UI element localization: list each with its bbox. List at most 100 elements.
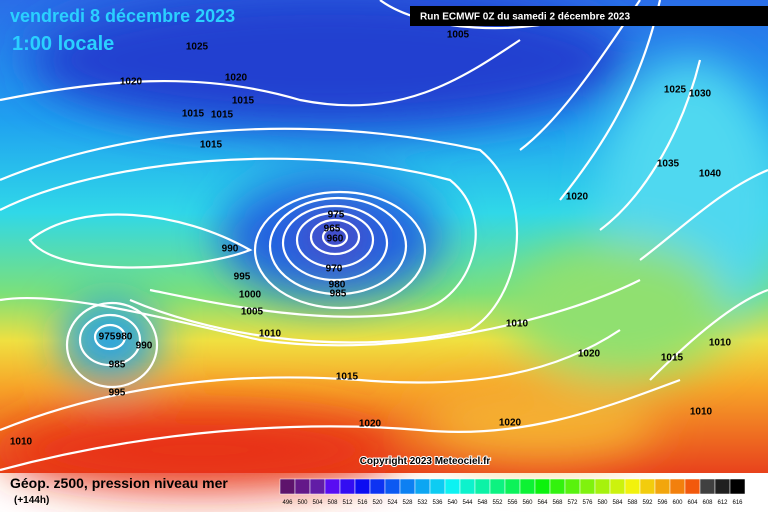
scale-label: 616 bbox=[732, 500, 743, 506]
isobar-label: 1020 bbox=[578, 349, 601, 360]
scale-label: 592 bbox=[642, 500, 653, 506]
isobar-label: 1015 bbox=[336, 372, 359, 383]
scale-cell bbox=[309, 478, 326, 495]
scale-cell bbox=[624, 478, 641, 495]
isobar-label: 1020 bbox=[120, 77, 143, 88]
scale-label: 596 bbox=[657, 500, 668, 506]
isobar-label: 1010 bbox=[709, 338, 732, 349]
isobar-label: 1000 bbox=[239, 290, 262, 301]
scale-label: 548 bbox=[477, 500, 488, 506]
scale-label: 556 bbox=[507, 500, 518, 506]
scale-cell bbox=[339, 478, 356, 495]
scale-cell bbox=[579, 478, 596, 495]
scale-label: 560 bbox=[522, 500, 533, 506]
legend-title: Géop. z500, pression niveau mer bbox=[10, 475, 228, 491]
isobar-label: 1020 bbox=[359, 419, 382, 430]
isobar-label: 1015 bbox=[211, 110, 234, 121]
scale-label: 516 bbox=[357, 500, 368, 506]
isobar-label: 980 bbox=[116, 332, 133, 343]
isobar-label: 1020 bbox=[499, 418, 522, 429]
scale-cell bbox=[714, 478, 731, 495]
isobar-label: 960 bbox=[327, 234, 344, 245]
scale-cell bbox=[414, 478, 431, 495]
scale-cell bbox=[564, 478, 581, 495]
scale-label: 500 bbox=[297, 500, 308, 506]
scale-cell bbox=[489, 478, 506, 495]
isobar-label: 1015 bbox=[232, 96, 255, 107]
scale-cell bbox=[399, 478, 416, 495]
scale-cell bbox=[279, 478, 296, 495]
isobar-label: 995 bbox=[109, 388, 126, 399]
isobar-label: 1015 bbox=[661, 353, 684, 364]
scale-label: 580 bbox=[597, 500, 608, 506]
scale-cell bbox=[519, 478, 536, 495]
scale-cell bbox=[294, 478, 311, 495]
scale-label: 532 bbox=[417, 500, 428, 506]
scale-label: 536 bbox=[432, 500, 443, 506]
scale-label: 588 bbox=[627, 500, 638, 506]
scale-label: 604 bbox=[687, 500, 698, 506]
run-box bbox=[410, 6, 768, 26]
scale-label: 544 bbox=[462, 500, 473, 506]
scale-cell bbox=[354, 478, 371, 495]
scale-label: 608 bbox=[702, 500, 713, 506]
scale-label: 612 bbox=[717, 500, 728, 506]
scale-label: 600 bbox=[672, 500, 683, 506]
scale-label: 572 bbox=[567, 500, 578, 506]
scale-cell bbox=[324, 478, 341, 495]
isobar-label: 970 bbox=[326, 264, 343, 275]
isobar-label: 1005 bbox=[241, 307, 264, 318]
scale-cell bbox=[669, 478, 686, 495]
isobar-label: 990 bbox=[222, 244, 239, 255]
isobar-label: 1005 bbox=[447, 30, 470, 41]
scale-label: 576 bbox=[582, 500, 593, 506]
isobar-label: 985 bbox=[109, 360, 126, 371]
isobar-label: 975 bbox=[328, 210, 345, 221]
scale-cell bbox=[384, 478, 401, 495]
scale-label: 512 bbox=[342, 500, 353, 506]
isobar-label: 1025 bbox=[664, 85, 687, 96]
scale-cell bbox=[654, 478, 671, 495]
scale-label: 552 bbox=[492, 500, 503, 506]
isobar-label: 1015 bbox=[182, 109, 205, 120]
scale-label: 524 bbox=[387, 500, 398, 506]
scale-cell bbox=[534, 478, 551, 495]
date: vendredi 8 décembre 2023 bbox=[10, 6, 235, 26]
scale-cell bbox=[729, 478, 746, 495]
scale-label: 520 bbox=[372, 500, 383, 506]
field-blobs bbox=[0, 0, 768, 490]
isobar-label: 1030 bbox=[689, 89, 712, 100]
isobar-label: 1010 bbox=[10, 437, 33, 448]
scale-cell bbox=[444, 478, 461, 495]
scale-cell bbox=[594, 478, 611, 495]
scale-cell bbox=[474, 478, 491, 495]
isobar-label: 995 bbox=[234, 272, 251, 283]
scale-label: 504 bbox=[312, 500, 323, 506]
isobar-label: 975 bbox=[99, 332, 116, 343]
isobars bbox=[0, 0, 768, 470]
scale-cell bbox=[459, 478, 476, 495]
scale-cell bbox=[609, 478, 626, 495]
lead-time: (+144h) bbox=[14, 495, 49, 506]
scale-label: 508 bbox=[327, 500, 338, 506]
scale-label: 540 bbox=[447, 500, 458, 506]
isobar-label: 1025 bbox=[186, 42, 209, 53]
scale-cell bbox=[639, 478, 656, 495]
isobar-label: 980 bbox=[329, 280, 346, 291]
scale-label: 564 bbox=[537, 500, 548, 506]
scale-label: 568 bbox=[552, 500, 563, 506]
scale-cell bbox=[549, 478, 566, 495]
scale-label: 496 bbox=[282, 500, 293, 506]
isobar-label: 1020 bbox=[566, 192, 589, 203]
isobar-label: 1010 bbox=[690, 407, 713, 418]
scale-cell bbox=[369, 478, 386, 495]
scale-cell bbox=[684, 478, 701, 495]
isobar-label: 990 bbox=[136, 341, 153, 352]
copyright: Copyright 2023 Meteociel.fr bbox=[360, 456, 491, 467]
time: 1:00 locale bbox=[12, 33, 114, 55]
isobar-label: 1010 bbox=[506, 319, 529, 330]
run-info: Run ECMWF 0Z du samedi 2 décembre 2023 bbox=[420, 12, 630, 23]
isobar-label: 1020 bbox=[225, 73, 248, 84]
isobar-label: 1015 bbox=[200, 140, 223, 151]
isobar-label: 1040 bbox=[699, 169, 722, 180]
